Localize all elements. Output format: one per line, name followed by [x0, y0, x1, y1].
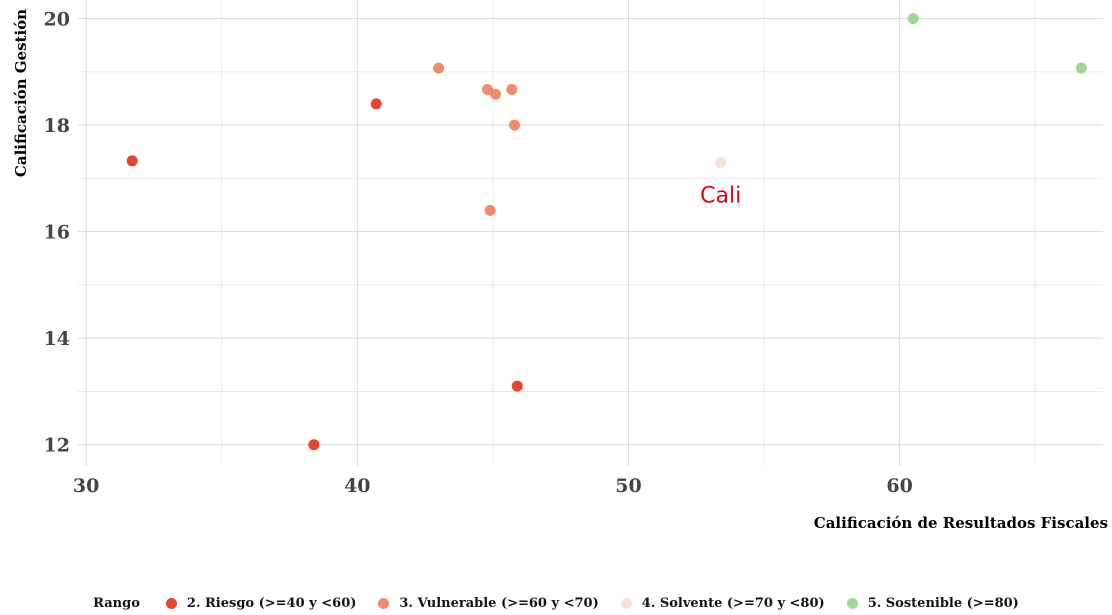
y-tick-label: 12	[44, 435, 70, 457]
x-tick-label: 60	[886, 475, 912, 497]
legend-item-vulnerable: 3. Vulnerable (>=60 y <70)	[378, 595, 599, 611]
annotation-label: Cali	[700, 183, 741, 208]
data-point-series-3	[509, 119, 521, 131]
x-tick-label: 30	[73, 475, 99, 497]
legend-label-riesgo: 2. Riesgo (>=40 y <60)	[186, 595, 357, 611]
y-tick-label: 20	[44, 9, 70, 31]
data-point-series-3	[433, 62, 445, 74]
data-point-series-2	[370, 98, 382, 110]
legend-key-vulnerable	[378, 597, 390, 609]
legend-title: Rango	[93, 595, 140, 611]
y-tick-label: 14	[44, 328, 70, 350]
data-point-series-3	[484, 204, 496, 216]
legend-item-sostenible: 5. Sostenible (>=80)	[846, 595, 1019, 611]
grid	[78, 0, 1103, 466]
legend-key-solvente	[620, 597, 632, 609]
x-tick-label: 40	[344, 475, 370, 497]
data-points	[126, 13, 1087, 451]
data-point-series-3	[490, 88, 502, 100]
data-point-series-5	[907, 13, 919, 25]
annotations: Cali	[700, 183, 741, 208]
data-point-series-2	[308, 439, 320, 451]
y-tick-label: 18	[44, 115, 70, 137]
legend-key-riesgo	[165, 597, 177, 609]
x-axis-title: Calificación de Resultados Fiscales	[814, 514, 1108, 532]
y-tick-label: 16	[44, 222, 70, 244]
data-point-series-3	[506, 83, 518, 95]
x-tick-label: 50	[615, 475, 641, 497]
legend-item-solvente: 4. Solvente (>=70 y <80)	[620, 595, 825, 611]
legend-label-solvente: 4. Solvente (>=70 y <80)	[641, 595, 825, 611]
legend-label-sostenible: 5. Sostenible (>=80)	[867, 595, 1019, 611]
legend-item-riesgo: 2. Riesgo (>=40 y <60)	[165, 595, 357, 611]
legend: Rango 2. Riesgo (>=40 y <60) 3. Vulnerab…	[0, 591, 1112, 615]
legend-label-vulnerable: 3. Vulnerable (>=60 y <70)	[399, 595, 599, 611]
data-point-series-3	[481, 83, 493, 95]
data-point-series-4	[715, 156, 727, 168]
data-point-series-2	[511, 380, 523, 392]
data-point-series-5	[1075, 62, 1087, 74]
y-axis-title: Calificación Gestión	[12, 9, 30, 177]
data-point-series-2	[126, 155, 138, 167]
tick-labels: 30 40 50 60 12 14 16 18 20	[44, 9, 913, 497]
legend-key-sostenible	[846, 597, 858, 609]
